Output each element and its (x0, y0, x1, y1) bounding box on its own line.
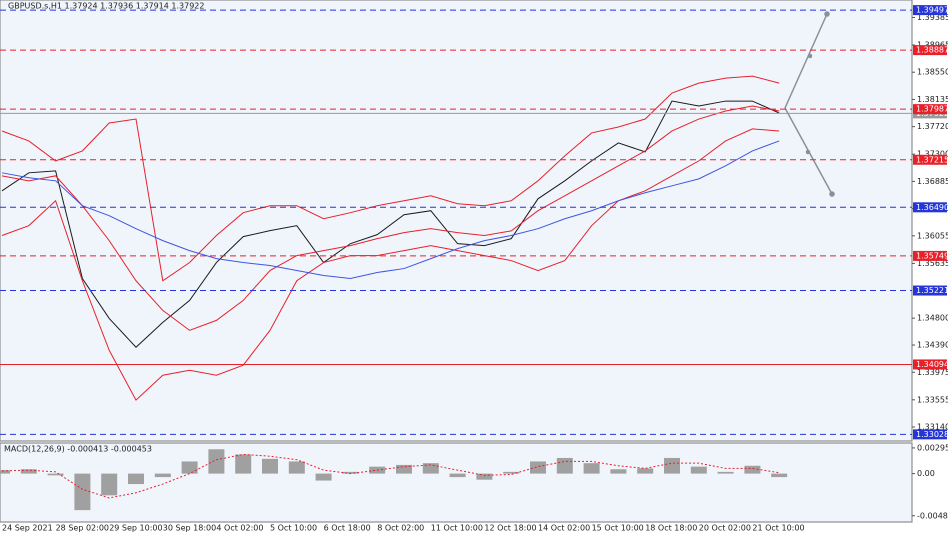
macd-bar (128, 473, 144, 485)
price-line (1, 105, 780, 331)
level-label: 1.35221 (916, 286, 948, 295)
macd-bar (690, 466, 707, 474)
x-tick-label: 8 Oct 02:00 (377, 524, 424, 533)
y-tick-label: 1.35635 (917, 259, 948, 268)
y-tick-label: 1.39385 (917, 13, 948, 22)
macd-bar (154, 473, 171, 478)
x-tick-label: 4 Oct 02:00 (216, 524, 263, 533)
macd-bar (744, 465, 761, 474)
x-tick-label: 14 Oct 02:00 (538, 524, 590, 533)
macd-bar (315, 473, 332, 481)
x-tick-label: 30 Sep 18:00 (163, 524, 216, 533)
y-tick-label: 0.00 (917, 469, 935, 478)
y-tick-label: 1.37300 (917, 150, 948, 159)
macd-panel (0, 442, 913, 523)
x-tick-label: 12 Oct 18:00 (484, 524, 536, 533)
macd-title: MACD(12,26,9) -0.000413 -0.000453 (4, 445, 152, 454)
level-label: 1.34094 (916, 360, 948, 369)
macd-bar (47, 473, 64, 476)
price-line (1, 140, 780, 280)
macd-bar (503, 471, 520, 474)
macd-bar (208, 449, 225, 474)
macd-bar (0, 470, 10, 474)
macd-bar (101, 473, 118, 496)
y-tick-label: 0.002956 (917, 443, 948, 452)
level-label: 1.38887 (916, 46, 948, 55)
x-tick-label: 21 Oct 10:00 (752, 524, 804, 533)
x-tick-label: 20 Oct 02:00 (699, 524, 751, 533)
y-tick-label: 1.33140 (917, 423, 948, 432)
y-tick-label: 1.34800 (917, 314, 948, 323)
macd-bar (583, 463, 600, 474)
macd-bar (74, 473, 91, 511)
level-label: 1.37215 (916, 155, 948, 164)
macd-bar (556, 457, 573, 474)
macd-bar (717, 471, 734, 474)
macd-bar (235, 454, 252, 474)
level-label-box (913, 104, 947, 115)
level-label: 1.33028 (916, 430, 948, 439)
x-tick-label: 15 Oct 10:00 (592, 524, 644, 533)
y-tick-label: 1.34390 (917, 341, 948, 350)
y-tick-label: 1.33975 (917, 368, 948, 377)
macd-bar (342, 471, 359, 474)
macd-bar (20, 469, 37, 474)
level-label-box (913, 429, 947, 440)
level-label: 1.35749 (916, 251, 948, 260)
macd-bar (288, 461, 305, 474)
y-tick-label: 1.37720 (917, 122, 948, 131)
x-tick-label: 18 Oct 18:00 (645, 524, 697, 533)
level-label-box (913, 154, 947, 165)
y-tick-label: 1.36055 (917, 231, 948, 240)
level-label-box (913, 202, 947, 213)
chart-title: GBPUSD.s,H1 1.37924 1.37936 1.37914 1.37… (8, 2, 204, 11)
macd-bar (771, 473, 788, 478)
macd-bar (262, 458, 278, 474)
level-label-box (913, 45, 947, 56)
level-label: 1.39497 (916, 6, 948, 15)
signal-line (1, 453, 780, 499)
y-tick-label: 1.36885 (917, 177, 948, 186)
x-tick-label: 5 Oct 10:00 (270, 524, 317, 533)
x-tick-label: 24 Sep 2021 (2, 524, 53, 533)
y-tick-label: 1.38135 (917, 95, 948, 104)
macd-bar (664, 457, 680, 474)
macd-bar (610, 469, 627, 474)
macd-bar (181, 461, 198, 474)
macd-bar (476, 473, 493, 480)
y-tick-label: 1.33555 (917, 395, 948, 404)
projection-arrows (784, 11, 835, 197)
level-label-box (913, 285, 947, 296)
x-tick-label: 11 Oct 10:00 (431, 524, 483, 533)
x-tick-label: 28 Sep 02:00 (56, 524, 109, 533)
level-label-box (913, 5, 947, 16)
macd-bar (396, 464, 412, 474)
macd-bar (530, 461, 546, 474)
x-tick-label: 29 Sep 10:00 (109, 524, 162, 533)
level-label-box (913, 359, 947, 370)
y-tick-label: 1.38550 (917, 68, 948, 77)
level-label: 1.37987 (916, 105, 948, 114)
main-panel (0, 0, 913, 442)
price-line (1, 100, 780, 348)
level-label-box (913, 250, 947, 261)
macd-bar (422, 463, 439, 474)
x-tick-label: 6 Oct 18:00 (324, 524, 371, 533)
y-tick-label: -0.004847 (917, 511, 948, 520)
y-tick-label: 1.38965 (917, 40, 948, 49)
level-label: 1.36490 (916, 203, 948, 212)
macd-bar (637, 468, 654, 474)
macd-bar (449, 473, 466, 478)
price-line (1, 75, 780, 282)
price-line (1, 128, 780, 401)
